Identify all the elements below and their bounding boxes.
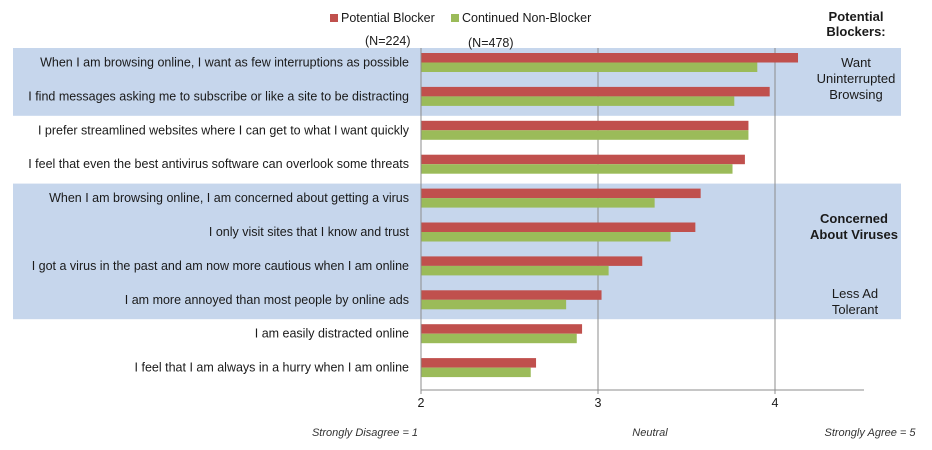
legend-swatch-continued-non-blocker [451,14,459,22]
bar-continued-non-blocker-2 [421,96,735,106]
bar-continued-non-blocker-3 [421,130,749,140]
bar-potential-blocker-9 [421,324,583,334]
side-heading-line-1: Potential [829,9,884,24]
category-label-6: I only visit sites that I know and trust [209,225,410,239]
x-tick-label-4: 4 [772,396,779,410]
group-note-uninterrupted-line-1: Want [841,55,871,70]
bar-potential-blocker-5 [421,188,701,199]
legend-swatch-potential-blocker [330,14,338,22]
group-note-viruses-line-2: About Viruses [810,227,898,242]
side-heading-line-2: Blockers: [826,24,885,39]
group-note-ad-tolerant-line-2: Tolerant [832,302,879,317]
category-label-8: I am more annoyed than most people by on… [125,293,409,307]
category-label-9: I am easily distracted online [255,327,409,341]
x-tick-label-2: 2 [418,396,425,410]
category-label-1: When I am browsing online, I want as few… [40,56,409,70]
legend-sample-potential-blocker: (N=224) [365,34,411,48]
bar-potential-blocker-3 [421,120,749,131]
group-note-ad-tolerant-line-1: Less Ad [832,286,878,301]
bar-continued-non-blocker-10 [421,367,531,378]
axis-anchor-neutral: Neutral [632,427,668,439]
category-label-10: I feel that I am always in a hurry when … [135,361,409,375]
bar-continued-non-blocker-6 [421,232,671,242]
category-label-3: I prefer streamlined websites where I ca… [38,123,410,137]
bar-continued-non-blocker-7 [421,265,609,276]
bar-continued-non-blocker-4 [421,164,733,174]
legend-label-potential-blocker: Potential Blocker [341,11,435,25]
legend-label-continued-non-blocker: Continued Non-Blocker [462,11,591,25]
bar-potential-blocker-6 [421,222,696,232]
group-note-uninterrupted-line-3: Browsing [829,87,882,102]
x-tick-label-3: 3 [595,396,602,410]
bar-continued-non-blocker-1 [421,62,758,72]
category-label-7: I got a virus in the past and am now mor… [32,259,409,273]
group-note-viruses-line-1: Concerned [820,211,888,226]
bar-continued-non-blocker-5 [421,198,655,208]
bar-continued-non-blocker-9 [421,333,577,344]
axis-anchor-strongly-disagree-1: Strongly Disagree = 1 [312,427,418,439]
legend-sample-continued-non-blocker: (N=478) [468,36,514,50]
group-note-uninterrupted-line-2: Uninterrupted [817,71,896,86]
category-label-5: When I am browsing online, I am concerne… [49,191,409,205]
bar-potential-blocker-10 [421,358,537,368]
bar-potential-blocker-4 [421,154,745,165]
axis-anchor-strongly-agree-5: Strongly Agree = 5 [824,427,916,439]
bar-potential-blocker-2 [421,86,770,97]
category-label-4: I feel that even the best antivirus soft… [28,157,409,171]
bar-potential-blocker-7 [421,256,643,266]
bar-continued-non-blocker-8 [421,299,567,310]
bar-potential-blocker-8 [421,290,602,300]
category-label-2: I find messages asking me to subscribe o… [28,89,409,103]
bar-potential-blocker-1 [421,53,799,63]
